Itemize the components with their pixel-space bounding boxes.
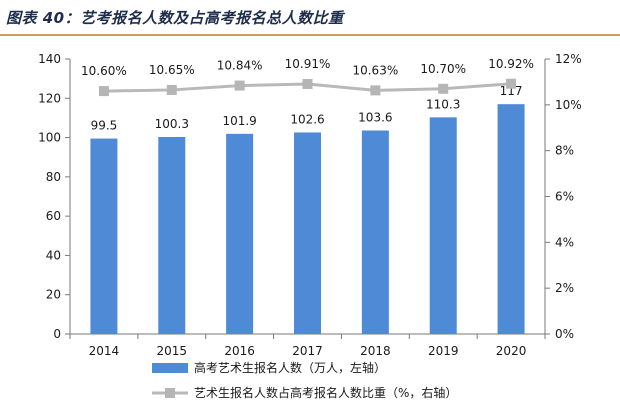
ratio-value-label: 10.63% (352, 63, 398, 77)
bar-value-label: 117 (500, 84, 523, 98)
ratio-value-label: 10.92% (488, 57, 534, 71)
x-tick-label: 2018 (360, 344, 391, 358)
left-tick-label: 60 (46, 209, 61, 223)
ratio-marker (98, 86, 109, 97)
bar (294, 132, 321, 334)
bar (158, 136, 186, 334)
right-tick-label: 12% (555, 52, 582, 66)
ratio-value-label: 10.84% (217, 59, 263, 73)
x-tick-label: 2019 (428, 344, 459, 358)
x-tick-labels-group: 2014 2015 2016 2017 2018 2019 2020 (89, 344, 527, 358)
x-tick-label: 2016 (224, 344, 255, 358)
title-divider (0, 34, 620, 36)
ratio-value-label: 10.60% (81, 64, 127, 78)
ratio-value-label: 10.65% (149, 63, 195, 77)
ratio-labels-group: 10.60% 10.65% 10.84% 10.91% 10.63% 10.70% 10.9… (81, 57, 534, 78)
ratio-marker (370, 85, 381, 96)
bar (497, 104, 525, 334)
legend-bar-swatch (152, 363, 188, 373)
left-tick-label: 0 (53, 327, 61, 341)
bars-group (90, 104, 525, 334)
legend-bar-label: 高考艺术生报名人数（万人，左轴） (194, 360, 386, 375)
x-tick-label: 2015 (157, 344, 188, 358)
ratio-value-label: 10.70% (420, 62, 466, 76)
legend: 高考艺术生报名人数（万人，左轴） 艺术生报名人数占高考报名人数比重（%，右轴） (152, 360, 457, 400)
ratio-marker (506, 78, 517, 89)
bar-value-label: 100.3 (155, 117, 189, 131)
ratio-marker (166, 84, 177, 95)
bar-value-label: 102.6 (290, 112, 324, 126)
bar (90, 138, 118, 334)
x-tick-label: 2017 (292, 344, 323, 358)
bar-value-label: 103.6 (358, 111, 392, 125)
bar-value-label: 99.5 (91, 119, 118, 133)
bar (226, 133, 254, 334)
x-tick-label: 2014 (89, 344, 120, 358)
bar-value-label: 101.9 (222, 114, 256, 128)
left-tick-label: 100 (38, 131, 61, 145)
right-tick-label: 8% (555, 144, 574, 158)
right-tick-label: 6% (555, 190, 574, 204)
ratio-value-label: 10.91% (285, 57, 331, 71)
right-tick-label: 4% (555, 235, 574, 249)
right-tick-label: 10% (555, 98, 582, 112)
left-tick-label: 20 (46, 288, 61, 302)
ratio-marker (234, 80, 245, 91)
left-tick-label: 120 (38, 91, 61, 105)
bar-value-label: 110.3 (426, 97, 460, 111)
legend-line-label: 艺术生报名人数占高考报名人数比重（%，右轴） (194, 385, 457, 400)
left-tick-label: 140 (38, 52, 61, 66)
bar-labels-group: 99.5 100.3 101.9 102.6 103.6 110.3 117 (91, 84, 523, 132)
figure-header: 图表 40：艺考报名人数及占高考报名总人数比重 (0, 0, 620, 36)
legend-line-marker (165, 388, 175, 398)
ratio-marker (438, 83, 449, 94)
bar (429, 117, 457, 334)
right-tick-label: 0% (555, 327, 574, 341)
ratio-marker (302, 78, 313, 89)
left-tick-label: 80 (46, 170, 61, 184)
right-tick-label: 2% (555, 281, 574, 295)
left-tick-label: 40 (46, 248, 61, 262)
bar (361, 130, 389, 334)
axes-group: 0 20 40 60 80 100 120 140 0% 2% 4% 6% 8% 10% 12% (38, 52, 582, 341)
figure-title: 图表 40：艺考报名人数及占高考报名总人数比重 (6, 9, 344, 27)
ratio-line-group (98, 78, 517, 97)
x-tick-label: 2020 (496, 344, 527, 358)
